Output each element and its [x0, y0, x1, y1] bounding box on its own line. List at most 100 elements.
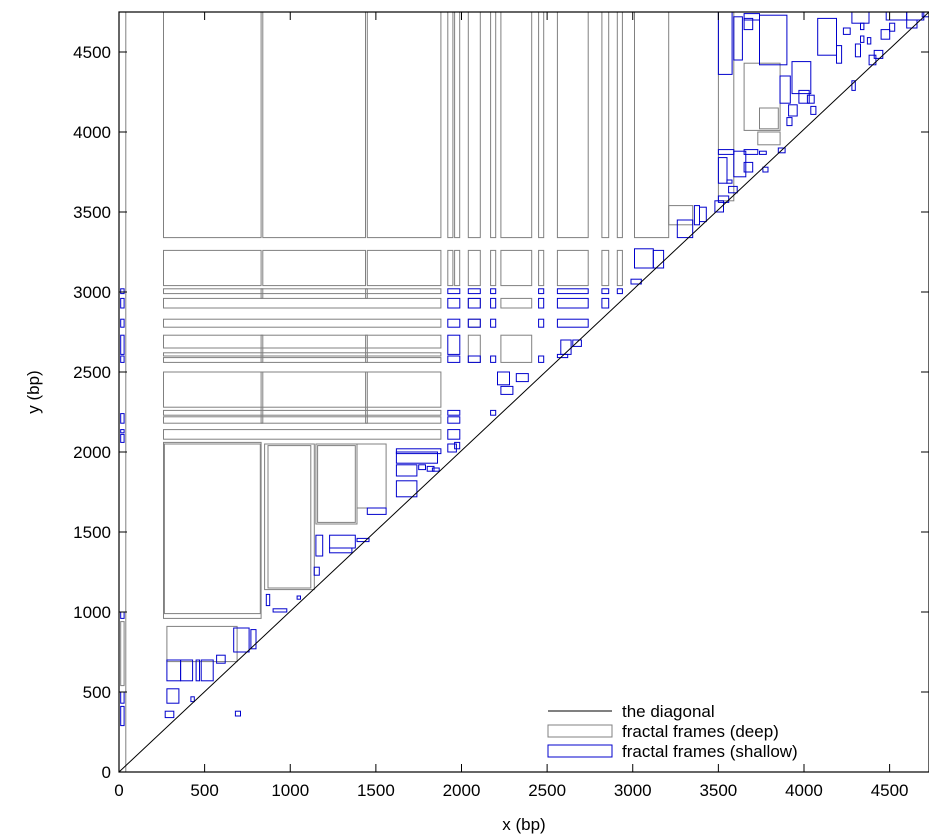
shallow-frame-85 — [743, 149, 759, 155]
shallow-frame-10 — [120, 288, 125, 295]
shallow-frame-77 — [693, 205, 701, 226]
shallow-frame-67 — [467, 288, 481, 295]
shallow-frame-72 — [616, 288, 623, 295]
shallow-frame-106 — [851, 80, 856, 91]
deep-frame-50 — [264, 443, 315, 591]
shallow-frame-34 — [395, 448, 442, 455]
shallow-frame-104 — [836, 45, 843, 64]
deep-frame-11 — [556, 12, 589, 239]
shallow-frame-80 — [717, 195, 730, 203]
shallow-frame-26 — [315, 534, 324, 557]
shallow-frame-62 — [490, 297, 497, 309]
shallow-frame-94 — [743, 13, 760, 21]
deep-frame-45 — [467, 297, 481, 309]
y-tick-label-3500: 3500 — [73, 203, 111, 222]
deep-frame-39 — [260, 334, 264, 363]
deep-frame-26 — [616, 249, 623, 287]
deep-frame-33 — [163, 371, 442, 408]
deep-frame-27 — [163, 288, 442, 295]
deep-frame-20 — [467, 249, 481, 287]
deep-frame-58 — [743, 62, 781, 131]
deep-frame-42 — [365, 371, 368, 424]
shallow-frame-51 — [538, 355, 545, 363]
shallow-frame-24 — [296, 595, 302, 600]
shallow-frame-103 — [817, 17, 838, 56]
shallow-frame-8 — [120, 318, 125, 328]
shallow-frame-1 — [120, 691, 125, 704]
shallow-frame-113 — [873, 49, 884, 59]
shallow-frame-38 — [447, 443, 457, 453]
shallow-frame-15 — [195, 659, 201, 682]
shallow-frame-0 — [120, 705, 125, 727]
y-axis-ticks: 0 500 1000 1500 2000 2500 3000 3500 4000 4500 — [73, 43, 929, 782]
deep-frame-52 — [315, 443, 358, 525]
deep-frame-24 — [556, 249, 589, 287]
deep-frame-32 — [163, 357, 442, 363]
shallow-frame-4 — [120, 429, 125, 434]
shallow-frame-83 — [717, 157, 728, 184]
shallow-frame-33 — [395, 451, 438, 464]
shallow-frame-71 — [601, 288, 610, 295]
shallow-frame-66 — [447, 288, 461, 295]
deep-frame-31 — [163, 352, 442, 357]
y-tick-label-2500: 2500 — [73, 363, 111, 382]
shallow-frame-79 — [714, 200, 725, 213]
x-tick-label-0: 0 — [114, 781, 123, 800]
deep-frame-55 — [166, 625, 238, 663]
deep-frame-18 — [447, 249, 454, 287]
deep-frame-3 — [262, 12, 366, 239]
shallow-frame-86 — [733, 150, 747, 178]
shallow-frame-81 — [728, 185, 738, 194]
deep-frame-10 — [538, 12, 545, 239]
deep-frame-35 — [163, 416, 442, 424]
y-tick-label-0: 0 — [102, 763, 111, 782]
deep-frame-21 — [490, 249, 497, 287]
shallow-frame-37 — [431, 467, 440, 472]
x-tick-label-1000: 1000 — [271, 781, 309, 800]
shallow-frame-5 — [120, 413, 125, 424]
shallow-frame-60 — [447, 297, 461, 309]
y-tick-label-500: 500 — [83, 683, 111, 702]
deep-frame-14 — [634, 12, 670, 239]
shallow-frame-31 — [395, 480, 418, 498]
shallow-frame-41 — [447, 416, 461, 424]
diagonal-line — [118, 11, 929, 773]
deep-frame-30 — [163, 334, 442, 349]
x-tick-label-1500: 1500 — [357, 781, 395, 800]
deep-frame-49 — [163, 443, 261, 615]
shallow-frame-110 — [860, 22, 865, 31]
shallow-frame-70 — [556, 288, 589, 295]
shallow-frame-2 — [120, 611, 125, 619]
shallow-frame-61 — [467, 297, 481, 309]
shallow-frame-63 — [538, 297, 545, 309]
deep-frame-25 — [601, 249, 610, 287]
shallow-frame-18 — [233, 627, 250, 653]
deep-frame-46 — [500, 297, 533, 309]
deep-frame-40 — [365, 334, 368, 363]
y-tick-label-1500: 1500 — [73, 523, 111, 542]
deep-frame-44 — [500, 334, 533, 363]
deep-frame-8 — [490, 12, 497, 239]
deep-frame-0 — [119, 12, 127, 772]
x-tick-label-500: 500 — [190, 781, 218, 800]
shallow-frame-114 — [880, 29, 891, 40]
deep-frame-4 — [366, 12, 442, 239]
shallow-frame-57 — [490, 318, 497, 328]
shallow-frame-43 — [490, 409, 497, 416]
deep-frame-12 — [601, 12, 610, 239]
deep-frame-13 — [616, 12, 623, 239]
deep-frame-17 — [366, 249, 442, 287]
deep-frame-51 — [267, 445, 312, 589]
shallow-frame-100 — [798, 89, 810, 104]
legend-swatch-shallow — [547, 744, 613, 758]
shallow-frame-64 — [556, 297, 589, 309]
shallow-frame-108 — [860, 35, 865, 43]
shallow-frame-56 — [467, 318, 481, 328]
shallow-frame-78 — [699, 206, 707, 223]
deep-frame-56 — [668, 205, 694, 226]
shallow-frame-14 — [180, 659, 194, 682]
shallow-frame-11 — [164, 710, 175, 719]
y-tick-label-2000: 2000 — [73, 443, 111, 462]
shallow-frame-36 — [426, 465, 435, 472]
